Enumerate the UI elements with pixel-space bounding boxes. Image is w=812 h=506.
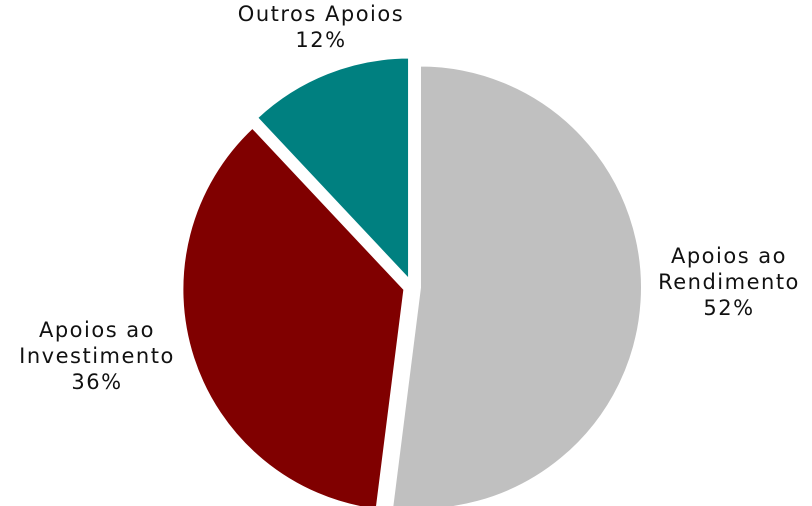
pie-labels: Apoios ao Rendimento 52%Apoios ao Investime… <box>19 2 800 394</box>
slice-name-line: Rendimento <box>658 270 800 294</box>
slice-name-line: Apoios ao <box>671 244 787 268</box>
slice-name-line: Investimento <box>19 344 175 368</box>
slice-label-outros-apoios: Outros Apoios 12% <box>238 2 404 52</box>
slice-name-line: Outros Apoios <box>238 2 404 26</box>
slice-label-apoios-ao-rendimento: Apoios ao Rendimento 52% <box>658 244 800 320</box>
pie-slice-apoios-ao-rendimento <box>391 64 643 506</box>
slice-label-apoios-ao-investimento: Apoios ao Investimento 36% <box>19 318 175 394</box>
slice-value-label: 12% <box>295 28 346 52</box>
slice-value-label: 36% <box>71 370 122 394</box>
slice-name-line: Apoios ao <box>39 318 155 342</box>
pie-slice-apoios-ao-investimento <box>181 126 406 506</box>
pie-slices <box>181 56 643 506</box>
slice-value-label: 52% <box>703 296 754 320</box>
pie-slice-outros-apoios <box>255 56 411 283</box>
